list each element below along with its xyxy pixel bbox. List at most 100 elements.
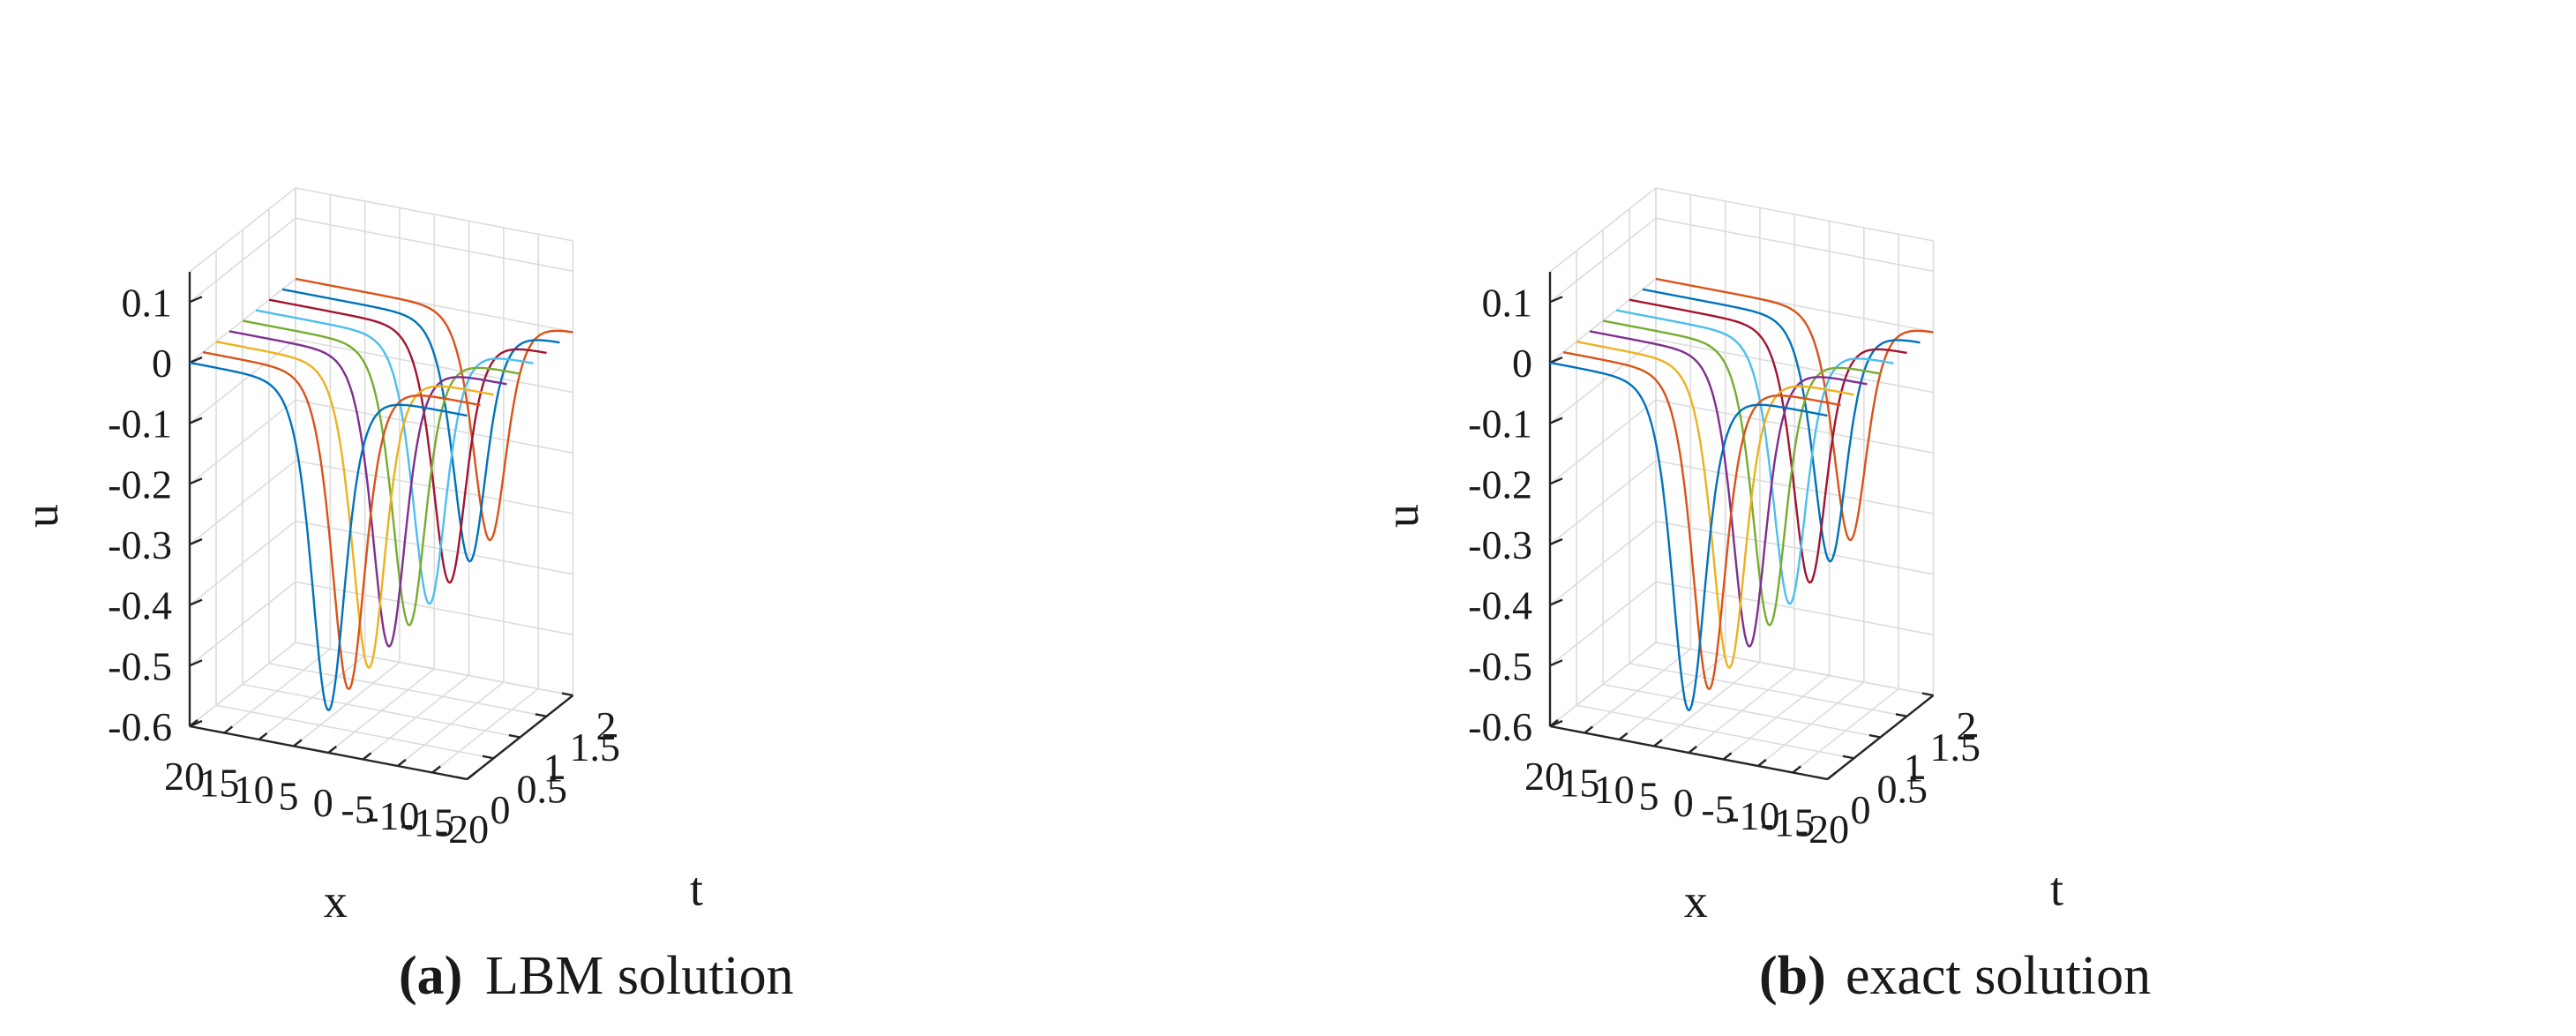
u-tick-label: -0.4 [1468,583,1532,628]
u-tick-label: 0 [152,341,172,386]
u-axis-label: u [1375,504,1428,528]
u-tick-mark [1549,719,1563,728]
x-tick-label: 10 [234,767,274,812]
sidewall-gridline-u [189,217,296,303]
u-tick-mark [189,356,203,364]
series-line-t-1.5 [268,298,547,584]
curves-layer [1549,277,1934,712]
u-tick-mark [1549,598,1563,606]
t-tick-label: 1.5 [1930,724,1981,769]
u-tick-label: -0.1 [108,402,172,447]
sidewall-gridline-u [1549,521,1657,606]
caption-tag: (a) [399,946,462,1006]
t-tick-mark [1868,733,1881,739]
x-tick-label: -10 [365,793,419,838]
series-line-t-2 [1655,277,1934,542]
u-tick-mark [189,719,203,728]
u-tick-label: 0.1 [1482,280,1533,325]
u-tick-mark [1549,477,1563,485]
x-axis-label: x [1684,875,1708,927]
series-line-t-0.25 [1562,350,1841,690]
u-tick-mark [1549,537,1563,546]
backwall-gridline-u [295,338,573,394]
u-tick-label: -0.5 [1468,643,1532,688]
t-tick-mark [482,754,494,760]
t-tick-label: 1 [543,746,564,791]
x-tick-mark [1618,732,1629,740]
t-tick-label: 0 [490,787,511,832]
sidewall-gridline-u [189,642,296,727]
x-tick-mark [1722,752,1733,761]
u-tick-label: -0.4 [108,583,172,628]
u-tick-label: -0.5 [108,643,172,688]
sidewall-gridline-u [189,521,296,606]
backwall-gridline-u [1655,338,1934,394]
sidewall-gridline-u [189,460,296,545]
u-tick-label: -0.2 [1468,462,1532,507]
t-tick-label: 0.5 [517,766,568,811]
x-tick-label: 5 [1638,774,1659,819]
x-tick-label: 15 [1559,761,1599,806]
floor-gridline-t [1602,683,1881,739]
series-line-t-1 [242,319,520,627]
sidewall-gridline-u [1549,217,1657,303]
sidewall-gridline-u [1549,581,1657,666]
floor-gridline-t [268,662,547,717]
x-tick-mark [466,771,476,780]
series-line-t-1 [1602,319,1881,627]
sidewall-gridline-u [189,399,296,484]
x-tick-label: -15 [1761,800,1815,845]
caption-text: LBM solution [485,946,794,1006]
u-tick-mark [1549,356,1563,364]
series-line-t-1.75 [1642,288,1921,563]
sidewall-gridline-u [1549,642,1657,727]
floor-gridline-t [242,683,520,739]
u-tick-label: -0.6 [1468,704,1532,749]
x-axis-label: x [324,875,348,927]
curves-layer [189,277,573,712]
backwall-gridline-u [295,581,573,636]
t-tick-mark [508,733,520,739]
x-tick-label: -20 [1795,807,1849,852]
backwall-gridline-u [1655,581,1934,636]
x-tick-mark [1688,745,1697,754]
u-tick-mark [189,659,203,667]
t-tick-label: 0 [1851,787,1871,832]
x-tick-mark [431,765,441,774]
u-tick-mark [189,417,203,424]
t-tick-label: 0.5 [1877,766,1928,811]
u-tick-mark [189,598,203,606]
t-axis-label: t [690,863,703,916]
u-tick-label: 0 [1512,341,1532,386]
t-tick-mark [1842,754,1854,760]
x-tick-mark [223,725,234,734]
floor-gridline-t [1629,662,1907,717]
series-line-t-1.25 [1615,309,1894,605]
t-tick-mark [535,713,547,717]
backwall-gridline-u [1655,217,1934,273]
backwall-gridline-u [295,520,573,575]
caption-text: exact solution [1846,946,2151,1006]
grid-layer [1549,187,1935,780]
x-tick-mark [1757,758,1767,767]
axes-layer [1548,271,1935,781]
t-tick-label: 2 [1957,703,1977,748]
t-tick-label: 1 [1904,746,1924,791]
axes-layer [188,271,574,781]
u-tick-label: 0.1 [122,280,173,325]
x-tick-mark [1653,739,1663,747]
series-line-t-1.75 [281,288,560,563]
sidewall-gridline-u [1549,278,1657,364]
x-tick-mark [1584,725,1594,734]
series-line-t-0.75 [1589,330,1868,648]
x-tick-label: 15 [198,761,239,806]
sidewall-gridline-u [1549,187,1657,273]
series-line-t-0.5 [1576,341,1854,669]
sidewall-gridline-u [189,278,296,364]
t-tick-mark [1895,713,1907,717]
t-axis-label: t [2050,863,2063,916]
x-tick-label: 20 [164,754,205,799]
